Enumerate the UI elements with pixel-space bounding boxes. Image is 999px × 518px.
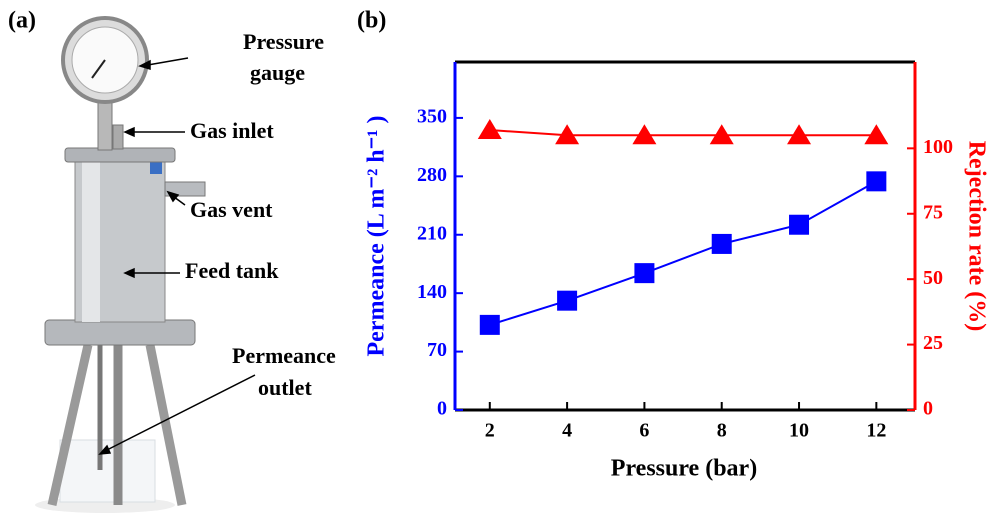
x-tick-label: 4 [562,420,572,442]
series-line [489,129,877,137]
y-tick-label: 70 [427,339,447,361]
marker [789,214,810,235]
y-tick-label: 350 [417,106,447,128]
y-axis-title: Permeance (L m⁻² h⁻¹ ) [364,116,390,357]
marker [864,124,889,145]
annotation: outlet [258,375,312,400]
marker [557,290,578,311]
annotation-arrows [98,57,256,455]
y-tick-label: 280 [417,164,447,186]
annotation: Gas vent [190,197,273,222]
annotation: Feed tank [185,258,279,283]
x-tick-label: 6 [639,420,649,442]
x-tick-label: 8 [717,420,727,442]
marker [634,263,655,284]
marker [479,314,500,335]
marker [709,124,734,145]
y2-tick-label: 0 [923,398,933,420]
x-axis-title: Pressure (bar) [611,456,757,482]
x-tick-label: 12 [866,420,886,442]
marker [787,124,812,145]
y2-axis-title: Rejection rate (%) [963,141,989,332]
panel-label: (a) [8,8,36,34]
marker [632,124,657,145]
y-tick-label: 0 [437,398,447,420]
y2-tick-label: 50 [923,267,943,289]
x-tick-label: 10 [789,420,809,442]
y-tick-label: 210 [417,222,447,244]
x-tick-label: 2 [485,420,495,442]
annotation: Gas inlet [190,118,274,143]
marker [711,233,732,254]
series-line [489,180,877,326]
annotation: Permeance [232,343,336,368]
marker [555,124,580,145]
y2-tick-label: 100 [923,136,953,158]
marker [477,119,502,140]
annotation: Pressure [243,29,324,54]
y-tick-label: 140 [417,281,447,303]
apparatus-drawing [0,0,340,518]
annotation: gauge [250,60,305,85]
panel-label: (b) [357,8,386,34]
y2-tick-label: 25 [923,332,943,354]
marker [866,171,887,192]
y2-tick-label: 75 [923,201,943,223]
